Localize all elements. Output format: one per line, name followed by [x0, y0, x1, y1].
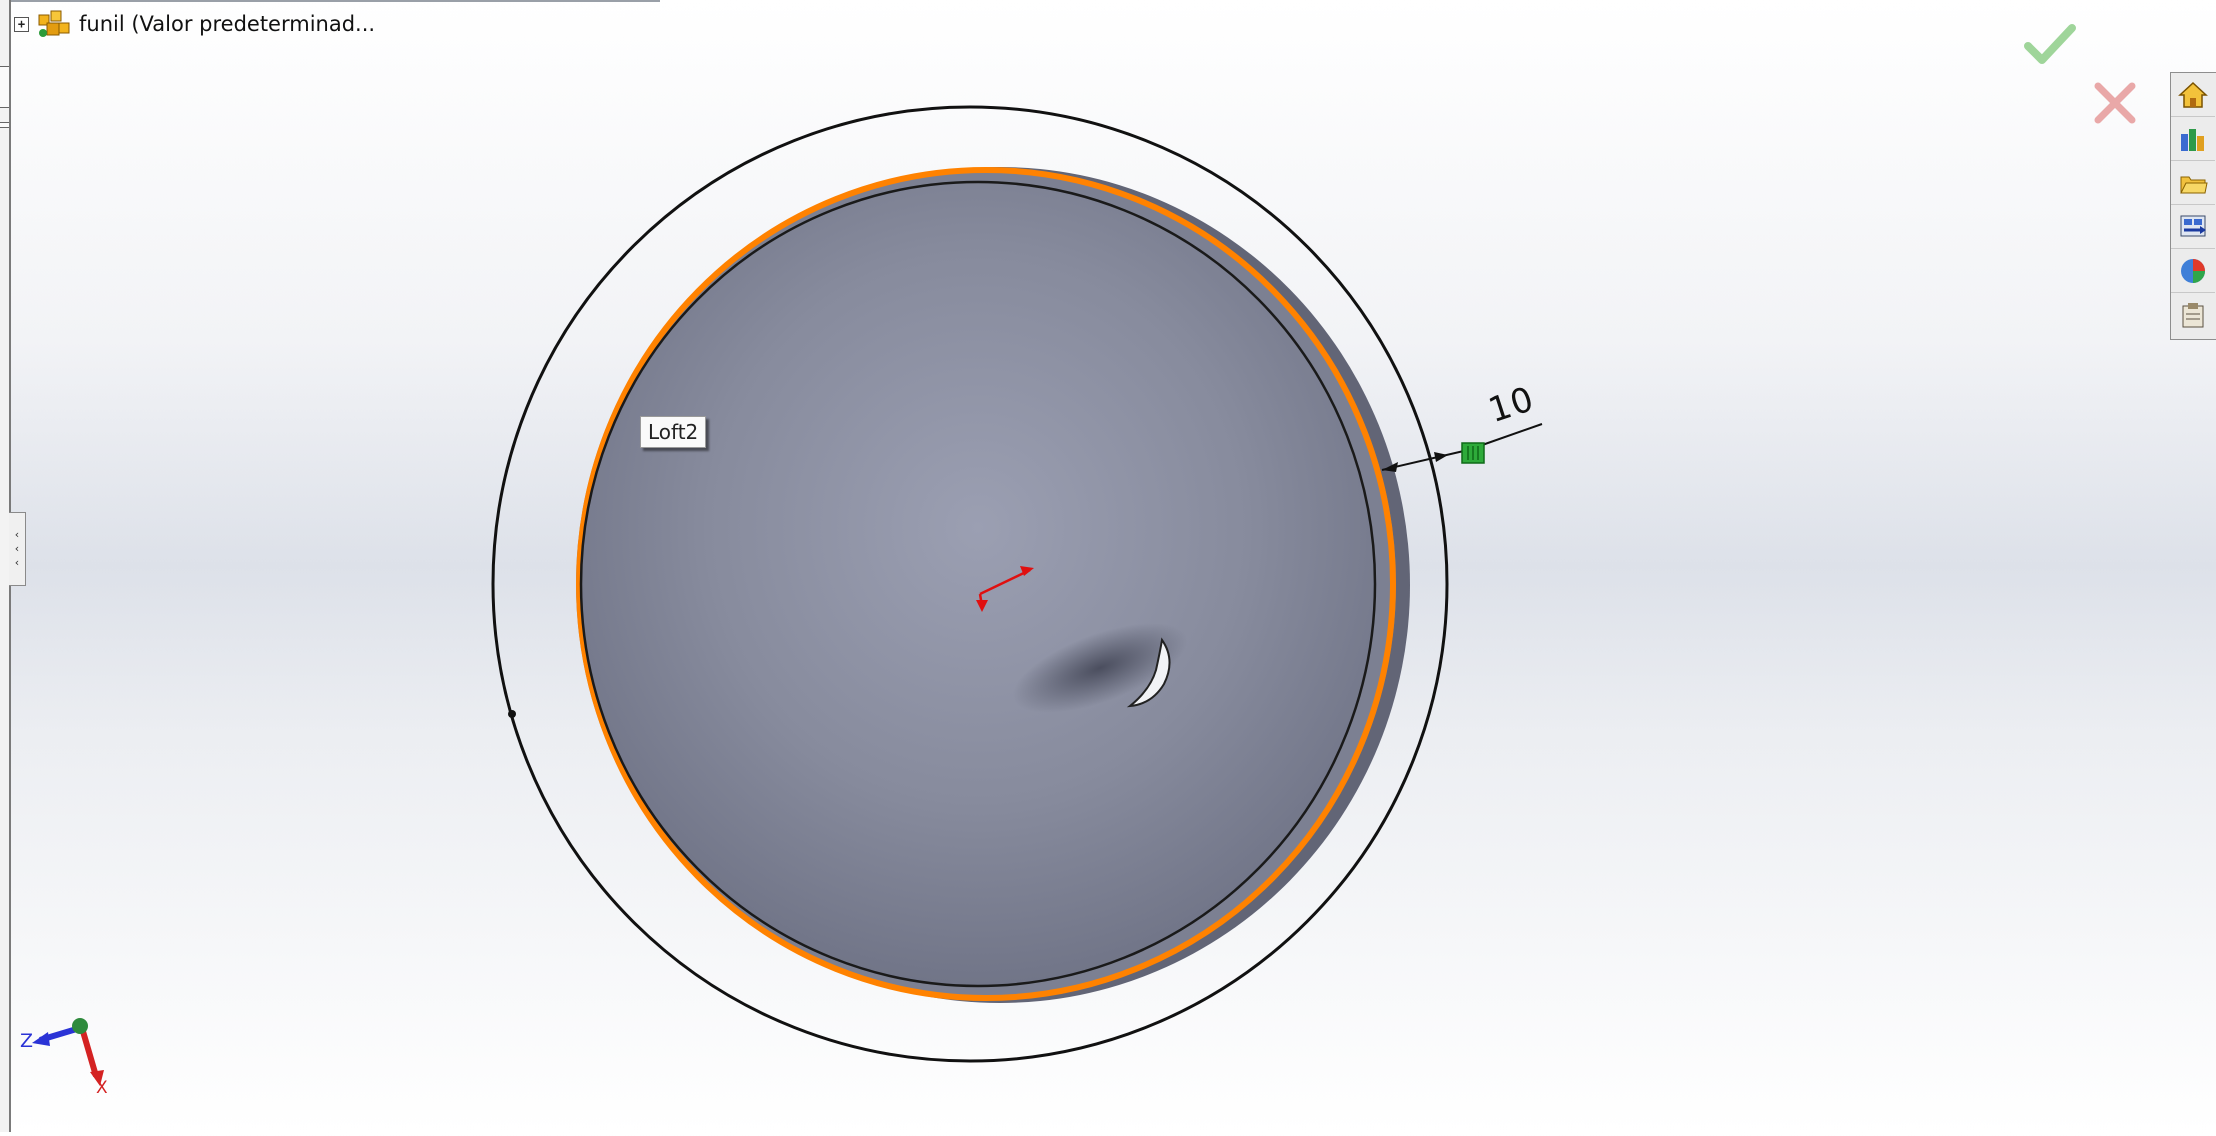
dimension-10[interactable]	[1381, 423, 1543, 472]
chevron-left-icon: ‹	[14, 542, 20, 555]
task-home-button[interactable]	[2171, 73, 2215, 117]
cancel-button[interactable]	[2090, 78, 2140, 128]
triad-z-label: Z	[20, 1030, 34, 1052]
chevron-left-icon: ‹	[14, 556, 20, 569]
check-icon	[2024, 24, 2076, 64]
task-open-button[interactable]	[2171, 161, 2215, 205]
appearances-icon	[2181, 258, 2205, 283]
expand-toggle[interactable]: +	[14, 16, 29, 32]
funnel-shading	[1012, 623, 1188, 713]
custom-properties-icon	[2182, 303, 2204, 328]
task-library-button[interactable]	[2171, 205, 2215, 249]
task-properties-button[interactable]	[2171, 293, 2215, 337]
triad-icon	[32, 1018, 104, 1086]
triad-x-label: X	[96, 1078, 108, 1098]
task-pane	[2170, 72, 2216, 340]
chevron-left-icon: ‹	[14, 528, 20, 541]
task-appearances-button[interactable]	[2171, 249, 2215, 293]
task-resources-button[interactable]	[2171, 117, 2215, 161]
panel-mark	[0, 122, 9, 128]
open-folder-icon	[2180, 176, 2208, 193]
ok-button[interactable]	[2022, 20, 2078, 70]
origin-icon	[976, 566, 1034, 612]
sketch-outer-circle[interactable]	[491, 105, 1449, 1063]
panel-mark	[0, 66, 9, 108]
sketch-point[interactable]	[508, 710, 516, 718]
design-library-icon	[2180, 215, 2206, 236]
part-icon	[38, 10, 70, 37]
home-icon	[2178, 81, 2208, 108]
close-icon	[2094, 82, 2136, 124]
feature-tree-root[interactable]: + funil (Valor predeterminad...	[14, 8, 375, 40]
loft-face[interactable]	[579, 180, 1377, 988]
feature-tooltip: Loft2	[640, 416, 707, 448]
resources-icon	[2181, 128, 2204, 151]
drag-handle-icon[interactable]	[1461, 442, 1485, 464]
loft-edge-selected[interactable]	[576, 167, 1396, 1001]
part-name: funil (Valor predeterminad...	[79, 12, 376, 36]
collapse-panel-handle[interactable]: ‹ ‹ ‹	[9, 512, 26, 586]
funnel-hole[interactable]	[1126, 637, 1171, 708]
top-divider	[0, 0, 660, 2]
